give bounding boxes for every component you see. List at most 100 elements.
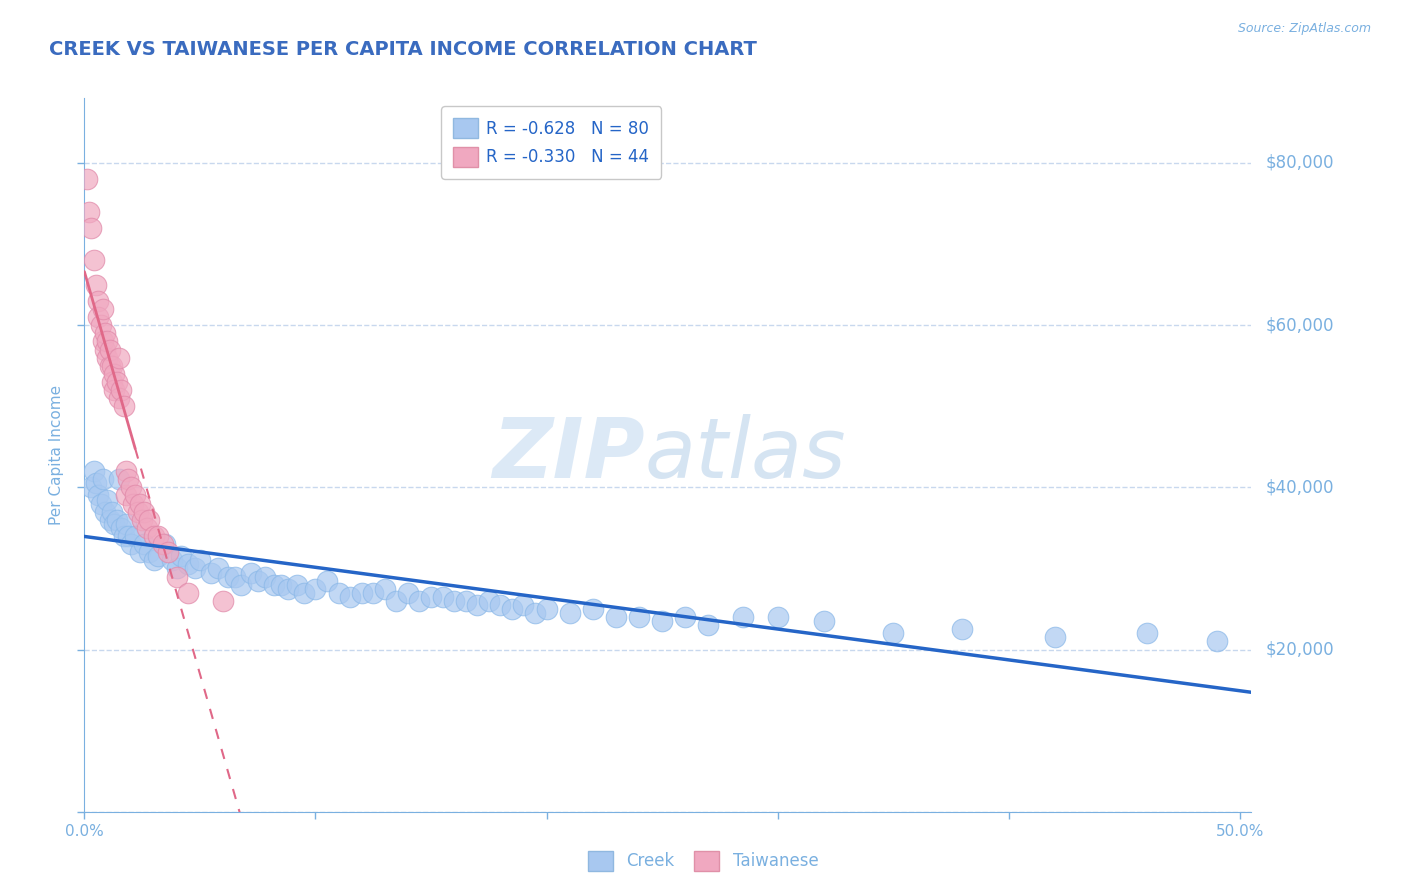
Point [138,513,160,527]
Point [115,488,138,502]
Point [112,399,135,413]
Point [128,545,150,559]
Point [350,586,373,600]
Point [112,529,135,543]
Point [651,614,673,628]
Point [76,172,98,186]
Text: $40,000: $40,000 [1265,478,1334,496]
Point [122,497,145,511]
Point [138,545,160,559]
Point [152,537,174,551]
Point [697,618,720,632]
Point [160,553,183,567]
Point [127,505,149,519]
Point [582,602,605,616]
Legend: Creek, Taiwanese: Creek, Taiwanese [579,842,827,880]
Point [443,594,465,608]
Point [115,516,138,531]
Point [605,610,627,624]
Point [177,586,200,600]
Text: $60,000: $60,000 [1265,316,1334,334]
Point [166,569,188,583]
Text: ZIP: ZIP [492,415,644,495]
Point [166,561,188,575]
Point [184,561,207,575]
Point [246,574,269,588]
Point [131,513,153,527]
Point [120,537,142,551]
Point [188,553,211,567]
Point [142,553,165,567]
Point [94,326,117,341]
Point [84,476,107,491]
Point [207,561,229,575]
Point [110,521,132,535]
Text: Source: ZipAtlas.com: Source: ZipAtlas.com [1237,22,1371,36]
Point [94,343,117,357]
Point [536,602,558,616]
Point [277,582,299,596]
Point [396,586,419,600]
Point [103,367,125,381]
Point [177,558,200,572]
Point [115,464,138,478]
Point [766,610,789,624]
Point [673,610,696,624]
Point [108,351,131,365]
Point [1205,634,1227,648]
Point [501,602,523,616]
Point [87,293,110,308]
Point [627,610,650,624]
Point [101,505,124,519]
Point [134,505,156,519]
Point [124,529,146,543]
Point [94,505,117,519]
Point [882,626,904,640]
Point [128,497,150,511]
Point [80,220,103,235]
Point [84,277,107,292]
Point [90,318,112,333]
Point [91,472,114,486]
Point [952,622,974,636]
Point [87,488,110,502]
Point [87,310,110,324]
Point [270,577,292,591]
Point [105,375,128,389]
Point [90,497,112,511]
Point [135,521,157,535]
Point [339,590,361,604]
Point [432,590,454,604]
Point [96,492,118,507]
Point [91,334,114,349]
Point [156,545,179,559]
Point [96,351,118,365]
Point [212,594,235,608]
Point [408,594,430,608]
Text: atlas: atlas [644,415,846,495]
Point [103,516,125,531]
Point [120,480,142,494]
Point [98,359,121,373]
Text: $80,000: $80,000 [1265,154,1334,172]
Point [170,549,193,564]
Point [523,606,546,620]
Point [239,566,262,580]
Text: $20,000: $20,000 [1265,640,1334,658]
Point [292,586,315,600]
Point [148,529,170,543]
Point [101,359,124,373]
Point [231,577,253,591]
Point [731,610,754,624]
Point [285,577,308,591]
Point [558,606,581,620]
Point [478,594,501,608]
Point [512,598,534,612]
Point [80,480,103,494]
Point [98,513,121,527]
Point [263,577,285,591]
Point [385,594,408,608]
Point [108,391,131,405]
Point [124,488,146,502]
Point [91,301,114,316]
